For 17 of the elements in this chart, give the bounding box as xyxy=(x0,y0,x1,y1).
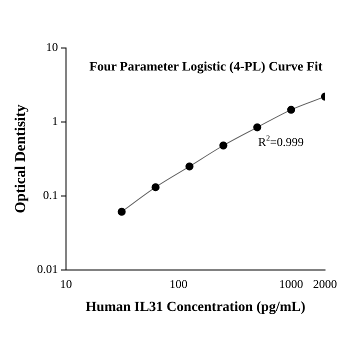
x-axis-title: Human IL31 Concentration (pg/mL) xyxy=(86,300,306,316)
y-tick-label: 10 xyxy=(46,40,58,54)
y-axis-title: Optical Dentisity xyxy=(12,104,29,214)
y-tick-label: 1 xyxy=(52,114,58,128)
x-tick-label: 10 xyxy=(60,277,72,292)
x-tick-label: 100 xyxy=(170,277,188,292)
x-tick-label: 1000 xyxy=(279,277,304,292)
point xyxy=(152,183,160,192)
y-tick-label: 0.01 xyxy=(37,262,58,276)
point xyxy=(253,123,262,132)
point xyxy=(185,162,194,170)
point xyxy=(219,142,228,150)
text: Four Parameter Logistic (4-PL) Curve Fit xyxy=(89,58,324,74)
y-tick-label: 0.1 xyxy=(43,188,58,202)
x-tick-label: 2000 xyxy=(313,277,337,292)
point xyxy=(118,208,126,216)
point xyxy=(287,106,296,114)
